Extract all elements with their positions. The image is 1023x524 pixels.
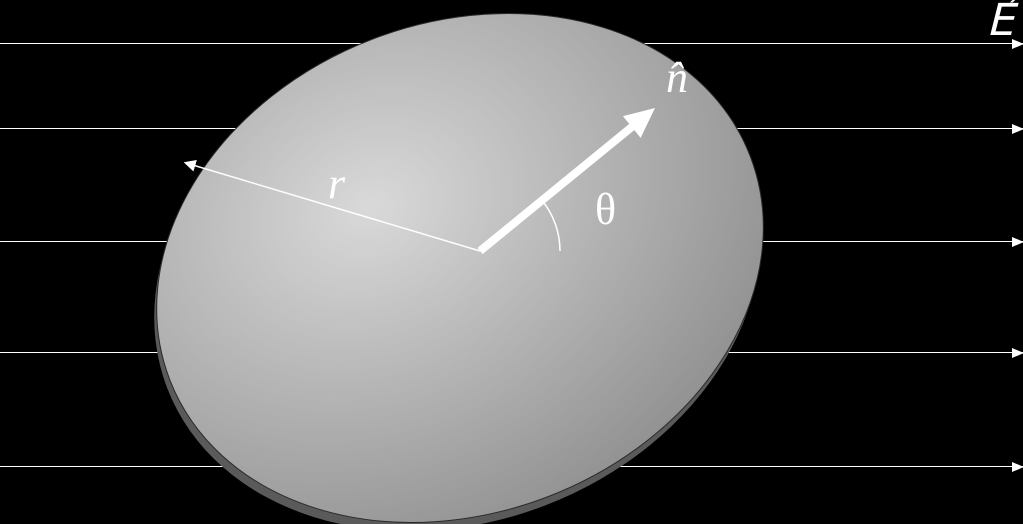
disk-group [77, 0, 841, 524]
diagram-canvas: r θ n̂ E⃗ [0, 0, 1023, 524]
field-label: E⃗ [986, 0, 1014, 43]
radius-label: r [328, 162, 345, 206]
normal-label: n̂ [666, 56, 688, 100]
disk-front-face [82, 0, 838, 524]
angle-label: θ [595, 188, 616, 232]
disk-svg [0, 0, 1023, 524]
